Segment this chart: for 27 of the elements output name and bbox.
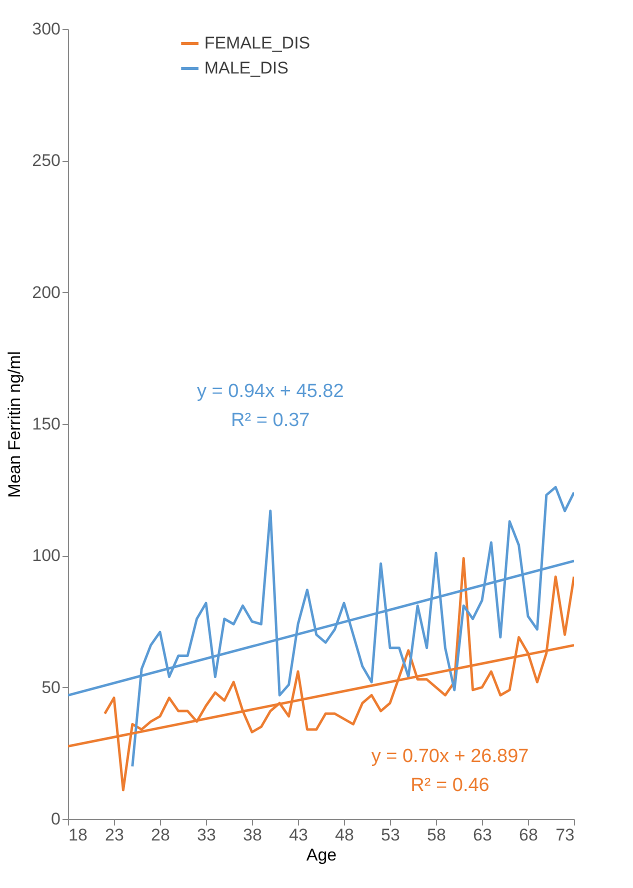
- annotation: y = 0.94x + 45.82: [196, 380, 344, 402]
- y-tick-label: 300: [32, 20, 60, 38]
- y-tick-label: 150: [32, 414, 60, 434]
- legend-label: FEMALE_DIS: [204, 34, 310, 52]
- y-axis-title: Mean Ferritin ng/ml: [5, 351, 24, 498]
- y-tick-label: 50: [42, 678, 60, 697]
- y-tick-label: 100: [32, 546, 60, 566]
- annotation: R² = 0.46: [410, 775, 490, 796]
- x-tick-label: 23: [105, 826, 124, 844]
- annotation: y = 0.70x + 26.897: [371, 746, 529, 767]
- legend-label: MALE_DIS: [204, 58, 288, 78]
- x-tick-label: 53: [381, 826, 400, 844]
- x-tick-label: 38: [243, 826, 262, 844]
- x-tick-label: 48: [335, 826, 354, 844]
- x-tick-label: 33: [197, 826, 216, 844]
- annotation: R² = 0.37: [231, 410, 310, 432]
- y-tick-label: 250: [32, 151, 60, 170]
- x-tick-label: 63: [473, 826, 492, 844]
- x-tick-label: 43: [289, 826, 308, 844]
- x-axis-title: Age: [306, 846, 337, 864]
- x-tick-label: 68: [519, 826, 538, 844]
- x-tick-label: 28: [151, 826, 170, 844]
- y-tick-label: 200: [32, 282, 60, 302]
- y-tick-label: 0: [51, 810, 60, 828]
- x-tick-label: 58: [427, 826, 446, 844]
- x-tick-label: 18: [68, 826, 88, 844]
- x-tick-label: 73: [556, 826, 574, 844]
